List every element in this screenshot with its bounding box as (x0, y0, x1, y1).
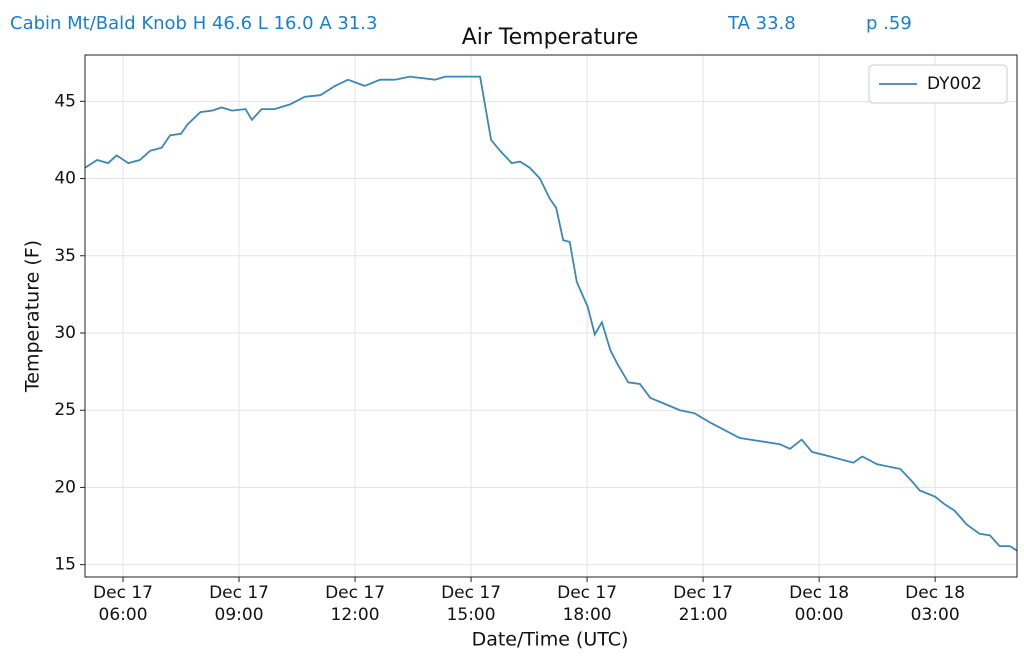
x-tick-label: Dec 17 18:00 (557, 583, 617, 625)
x-tick-label: Dec 17 21:00 (673, 583, 733, 625)
y-tick-label: 40 (54, 169, 76, 189)
data-line (84, 75, 1018, 552)
y-tick-label: 45 (54, 91, 76, 111)
x-tick-label: Dec 18 03:00 (905, 583, 965, 625)
y-tick-label: 30 (54, 323, 76, 343)
legend-box (868, 64, 1008, 104)
station-summary: Cabin Mt/Bald Knob H 46.6 L 16.0 A 31.3 (10, 13, 377, 34)
x-axis-label: Date/Time (UTC) (472, 629, 629, 651)
x-tick-label: Dec 17 09:00 (209, 583, 269, 625)
y-tick-label: 20 (54, 477, 76, 497)
ta-value: TA 33.8 (727, 13, 796, 34)
y-tick-label: 35 (54, 246, 76, 266)
chart-title: Air Temperature (462, 25, 639, 50)
x-tick-label: Dec 17 12:00 (325, 583, 385, 625)
x-tick-label: Dec 17 15:00 (441, 583, 501, 625)
p-value: p .59 (866, 13, 912, 34)
y-tick-label: 15 (54, 555, 76, 575)
x-tick-label: Dec 17 06:00 (93, 583, 153, 625)
x-tick-label: Dec 18 00:00 (789, 583, 849, 625)
y-tick-label: 25 (54, 400, 76, 420)
legend-label: DY002 (927, 74, 982, 94)
y-axis-label: Temperature (F) (22, 240, 44, 393)
plot-frame (84, 54, 1018, 578)
